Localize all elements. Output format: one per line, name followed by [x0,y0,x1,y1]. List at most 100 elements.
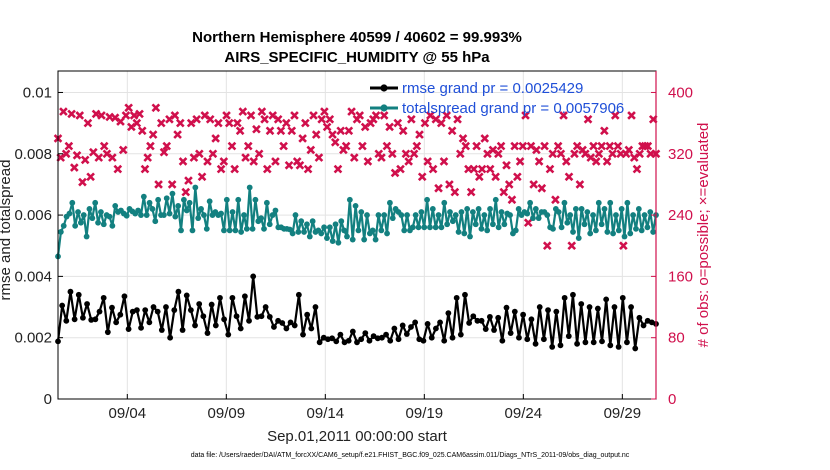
obs-count-point [521,111,530,120]
obs-count-point [86,172,95,182]
totalspread-point [306,233,313,240]
obs-count-point [619,241,628,251]
rmse-point [615,343,622,350]
totalspread-point [309,218,316,225]
rmse-point [308,325,315,332]
obs-count-point [151,103,161,113]
obs-count-point [254,149,264,159]
totalspread-point [272,207,279,214]
obs-count-point [570,149,579,159]
y-axis-label: rmse and totalspread [0,160,14,301]
totalspread-point [598,221,605,228]
rmse-point [237,325,244,332]
totalspread-point [341,227,348,234]
totalspread-point [515,206,522,212]
x-tick-label: 09/14 [307,405,345,422]
totalspread-point [472,221,479,228]
obs-count-series [53,103,661,251]
y2-tick-label: 0 [668,391,676,408]
rmse-point [528,316,535,323]
totalspread-point [561,199,568,206]
obs-count-point [197,172,207,182]
obs-count-point [146,141,155,151]
totalspread-point [369,227,376,234]
rmse-point [462,291,468,298]
totalspread-point [218,210,224,217]
totalspread-point [241,212,247,218]
rmse-point [80,314,86,321]
obs-count-point [499,187,509,197]
obs-count-point [154,180,163,189]
legend: rmse grand pr = 0.0025429 totalspread gr… [370,80,624,117]
rmse-point [594,305,601,312]
obs-count-point [121,111,131,120]
obs-count-point [113,164,123,174]
obs-count-point [227,141,237,151]
obs-count-point [534,157,544,166]
obs-count-point [298,134,307,143]
obs-count-point [415,130,424,139]
totalspread-point [146,199,153,206]
rmse-point [412,319,419,326]
totalspread-point [326,224,333,231]
legend-rmse-marker [380,84,388,92]
totalspread-point [564,219,571,226]
totalspread-point [226,227,233,234]
obs-count-point [518,141,528,151]
obs-count-point [67,109,76,119]
obs-count-point [510,141,519,151]
rmse-point [142,307,149,314]
totalspread-point [578,206,585,212]
totalspread-point [100,221,107,228]
totalspread-point [69,199,76,206]
totalspread-point [321,224,327,231]
totalspread-point [458,209,465,215]
rmse-point [125,326,132,333]
obs-count-point [341,141,351,151]
obs-count-point [445,180,454,189]
totalspread-point [512,227,519,234]
obs-count-point [602,157,612,166]
obs-count-point [118,145,128,155]
obs-count-point [243,141,253,151]
obs-count-point [355,111,365,120]
rmse-point [628,304,634,310]
totalspread-point [444,221,451,228]
rmse-point [287,319,294,326]
rmse-point [391,325,398,332]
totalspread-point [160,212,167,218]
totalspread-point [286,226,293,233]
obs-count-point [140,164,150,174]
totalspread-point [123,212,130,219]
obs-count-point [295,160,305,170]
totalspread-point [535,215,542,222]
totalspread-point [429,206,436,212]
totalspread-point [567,212,574,218]
totalspread-point [495,224,502,231]
obs-count-point [477,164,487,174]
rmse-point [96,308,103,315]
totalspread-point [621,233,628,240]
obs-count-point [420,118,430,128]
totalspread-point [644,224,651,231]
obs-count-point [249,157,259,166]
chart-title: Northern Hemisphere 40599 / 40602 = 99.9… [192,29,522,46]
obs-count-point [192,114,201,124]
obs-count-point [235,126,245,136]
rmse-point [599,338,605,345]
totalspread-point [575,235,582,241]
rmse-point [171,307,178,314]
totalspread-point [581,221,588,228]
x-axis-ticks: 09/04 09/09 09/14 09/19 09/24 09/29 [109,394,641,422]
rmse-point [121,293,128,300]
rmse-point [150,304,157,310]
totalspread-point [595,199,602,206]
totalspread-point [469,209,476,215]
rmse-point [383,331,389,338]
rmse-point [229,294,236,301]
totalspread-point [364,212,370,218]
y-tick-label: 0.002 [14,330,52,347]
totalspread-point [464,206,471,212]
totalspread-point [389,215,396,222]
totalspread-point [372,236,379,243]
